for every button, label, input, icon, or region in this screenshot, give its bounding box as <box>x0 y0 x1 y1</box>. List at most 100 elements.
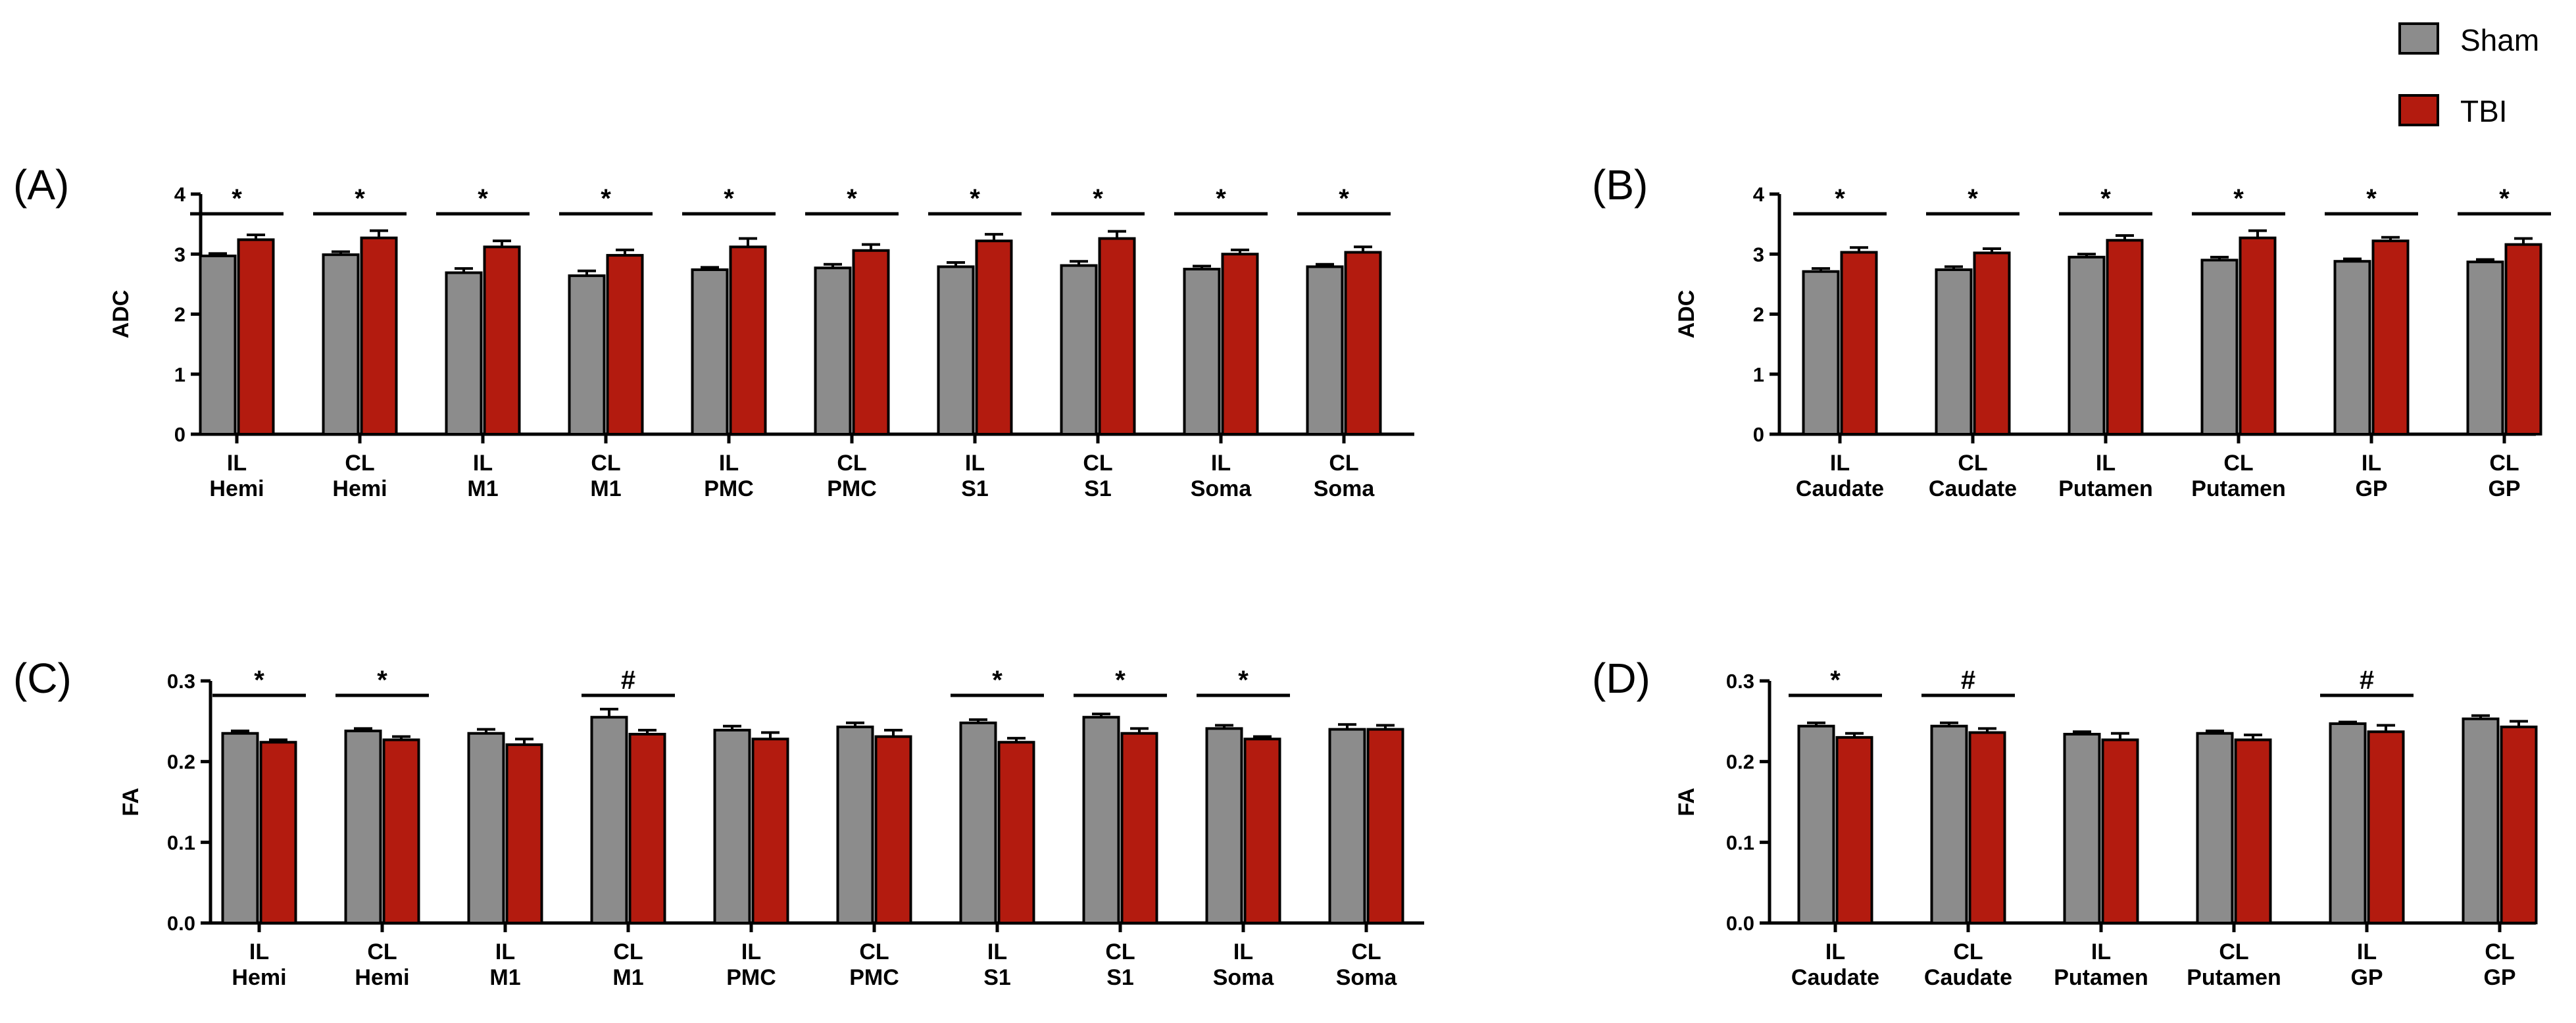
bar-tbi <box>606 254 644 436</box>
y-tick-label: 0.1 <box>167 831 195 854</box>
x-tick-label: Soma <box>1213 965 1275 990</box>
y-tick-label: 0 <box>1753 423 1764 446</box>
bar-sham <box>467 732 505 924</box>
y-tick-label: 0.0 <box>1726 912 1754 935</box>
significance-marker: * <box>1835 184 1845 213</box>
significance-marker: * <box>1968 184 1978 213</box>
x-tick-label: M1 <box>467 476 498 501</box>
y-tick-label: 1 <box>174 363 186 386</box>
x-tick-label: Caudate <box>1924 965 2012 990</box>
x-tick-label: CL <box>1958 451 1987 476</box>
x-tick-label: Hemi <box>209 476 264 501</box>
legend-label-sham: Sham <box>2460 23 2539 57</box>
x-tick-label: CL <box>859 939 889 964</box>
x-tick-label: IL <box>1825 939 1845 964</box>
y-tick-label: 0.2 <box>1726 751 1754 774</box>
bar-sham <box>2466 261 2504 436</box>
x-tick-label: Caudate <box>1791 965 1879 990</box>
x-tick-label: PMC <box>849 965 899 990</box>
significance-marker: * <box>355 184 365 213</box>
bar-tbi <box>483 245 521 436</box>
bar-tbi <box>1098 237 1136 436</box>
x-tick-label: Soma <box>1336 965 1398 990</box>
bar-tbi <box>729 245 767 436</box>
bar-tbi <box>1366 728 1404 924</box>
x-tick-label: Hemi <box>232 965 286 990</box>
bar-tbi <box>2367 730 2405 925</box>
y-tick-label: 1 <box>1753 363 1764 386</box>
x-tick-label: CL <box>367 939 397 964</box>
x-tick-label: CL <box>1083 451 1112 476</box>
bar-sham <box>1060 264 1098 436</box>
bar-sham <box>1183 268 1221 436</box>
x-tick-label: Soma <box>1191 476 1252 501</box>
bar-tbi <box>360 236 398 436</box>
legend: Sham TBI <box>2398 22 2539 128</box>
y-tick-label: 0.2 <box>167 751 195 774</box>
significance-marker: * <box>2499 184 2510 213</box>
bar-tbi <box>1120 732 1158 924</box>
x-tick-label: PMC <box>726 965 776 990</box>
x-tick-label: CL <box>591 451 620 476</box>
y-tick-label: 4 <box>1753 183 1765 206</box>
panel-label: (A) <box>13 161 69 209</box>
y-tick-label: 3 <box>174 243 186 266</box>
significance-marker: * <box>970 184 980 213</box>
bar-sham <box>2196 732 2234 924</box>
y-axis-label: ADC <box>1674 290 1699 339</box>
y-tick-label: 0.3 <box>167 670 195 693</box>
chart-panel-d: (D)FA0.00.10.20.3ILCaudate*CLCaudate#ILP… <box>1592 655 2538 990</box>
bar-tbi <box>505 743 543 924</box>
bar-tbi <box>2239 236 2277 436</box>
bar-sham <box>568 274 606 436</box>
bar-tbi <box>1973 251 2011 436</box>
panel-label: (B) <box>1592 161 1648 209</box>
x-tick-label: CL <box>2223 451 2253 476</box>
bar-tbi <box>237 238 275 436</box>
chart-panel-c: (C)FA0.00.10.20.3ILHemi*CLHemi*ILM1CLM1#… <box>13 655 1424 990</box>
x-tick-label: IL <box>987 939 1007 964</box>
chart-panel-b: (B)ADC01234ILCaudate*CLCaudate*ILPutamen… <box>1592 161 2551 501</box>
bar-tbi <box>1243 737 1281 924</box>
bar-sham <box>1797 724 1835 925</box>
y-tick-label: 0 <box>174 423 186 446</box>
panel-label: (D) <box>1592 655 1650 702</box>
x-tick-label: IL <box>227 451 247 476</box>
bar-sham <box>1306 265 1344 436</box>
x-tick-label: S1 <box>983 965 1011 990</box>
x-tick-label: GP <box>2355 476 2387 501</box>
bar-tbi <box>1344 251 1382 436</box>
x-tick-label: CL <box>2219 939 2248 964</box>
bar-tbi <box>628 732 666 924</box>
x-tick-label: S1 <box>1106 965 1134 990</box>
x-tick-label: Soma <box>1314 476 1375 501</box>
significance-marker: * <box>1216 184 1226 213</box>
x-tick-label: CL <box>613 939 643 964</box>
bar-sham <box>691 268 729 436</box>
x-tick-label: IL <box>719 451 739 476</box>
x-tick-label: GP <box>2483 965 2515 990</box>
x-tick-label: IL <box>473 451 493 476</box>
bar-sham <box>2200 259 2239 436</box>
x-tick-label: CL <box>2489 451 2519 476</box>
significance-marker: * <box>1830 666 1841 695</box>
x-tick-label: GP <box>2350 965 2383 990</box>
significance-marker: # <box>2360 666 2374 695</box>
bar-sham <box>1935 268 1973 436</box>
bar-sham <box>344 730 382 924</box>
bar-tbi <box>382 738 420 924</box>
x-tick-label: IL <box>741 939 761 964</box>
x-tick-label: IL <box>495 939 515 964</box>
bar-sham <box>2333 260 2371 436</box>
significance-marker: * <box>601 184 611 213</box>
bar-tbi <box>2371 239 2410 436</box>
bar-sham <box>1930 724 1968 925</box>
legend-label-tbi: TBI <box>2460 94 2508 128</box>
x-tick-label: IL <box>1830 451 1850 476</box>
significance-marker: * <box>1115 666 1126 695</box>
bar-tbi <box>975 239 1013 436</box>
significance-marker: * <box>2233 184 2244 213</box>
significance-marker: # <box>621 666 635 695</box>
x-tick-label: Putamen <box>2187 965 2281 990</box>
